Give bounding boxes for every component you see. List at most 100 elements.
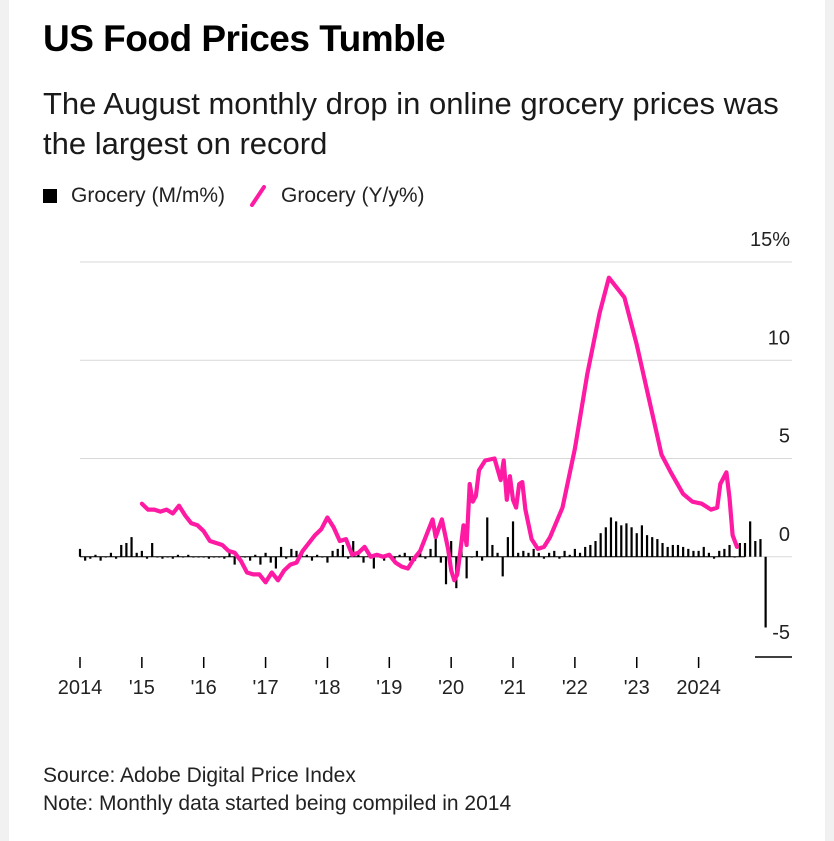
mm-bar [372,556,375,569]
mm-bar [697,550,700,557]
mm-bar [604,527,607,557]
x-tick-label: '18 [314,677,340,699]
mm-bar [517,552,520,557]
mm-bar [651,537,654,557]
mm-bar [176,554,180,557]
mm-bar [548,552,551,557]
chart-plot: 15% 10 5 0 -5 2014 '15 '16 '17 '18 '19 '20 '21 '22 '23… [58,229,792,699]
mm-bar [403,552,406,557]
mm-bar [666,546,669,557]
mm-bar [656,539,659,557]
mm-bar [723,548,726,557]
mm-bar [120,544,123,557]
mm-bar [692,550,695,557]
mm-bar [491,544,494,557]
yy-line [139,275,740,585]
mm-bar [465,556,468,579]
mm-bar [326,556,329,563]
mm-bar [78,548,82,557]
mm-bar [522,550,525,557]
mm-bar [501,556,504,577]
mm-bar [537,552,540,557]
mm-bar [712,556,716,559]
mm-bar [728,544,731,557]
x-tick-label: 2014 [58,677,103,699]
legend: Grocery (M/m%) Grocery (Y/y%) [43,184,425,208]
mm-bar [89,556,92,559]
mm-bar [759,539,762,557]
mm-bar [290,548,293,557]
mm-bar [589,544,592,557]
mm-bar [439,556,442,563]
mm-bar [573,548,576,557]
mm-bar [578,552,582,557]
mm-bar [630,527,633,557]
x-tick-label: '21 [500,677,526,699]
mm-bar [99,556,102,561]
mm-bar [615,521,618,557]
mm-bar [429,548,432,557]
mm-bar [316,554,319,557]
mm-bar [738,542,741,557]
mm-bar [130,537,133,557]
mm-bar [599,533,602,557]
mm-bar [228,552,231,557]
mm-bar [279,546,283,557]
mm-bar [568,554,571,557]
mm-bar [743,542,747,557]
mm-bar [135,552,138,557]
mm-bar [532,548,535,557]
y-tick-label: 0 [779,524,790,546]
mm-bar [362,556,365,563]
y-tick-label: 5 [779,426,790,448]
mm-bar [341,544,345,557]
mm-bar [84,556,87,561]
mm-bar [635,533,638,557]
x-tick-label: '23 [624,677,650,699]
mm-bar [625,523,628,557]
mm-bar [161,556,164,559]
x-tick-label: '15 [129,677,155,699]
chart-subtitle: The August monthly drop in online grocer… [43,86,779,161]
mm-bar [594,541,597,557]
mm-bar [352,541,355,557]
mm-bar [558,556,561,559]
legend-bar-swatch [43,189,57,203]
chart-card [9,0,825,841]
mm-bar [682,546,685,557]
mm-bar [346,556,350,559]
mm-bar [310,556,314,561]
legend-line-swatch [249,185,267,207]
mm-bar [542,556,546,559]
mm-bar [125,542,128,557]
mm-bar [285,556,288,559]
mm-bar [620,525,623,557]
x-tick-label: '17 [253,677,279,699]
mm-bar [207,556,210,559]
mm-bar [424,556,427,559]
mm-bar [671,544,674,557]
mm-bar [114,556,118,559]
mm-bar [645,535,649,557]
mm-bar [553,550,556,557]
x-tick-label: '16 [191,677,217,699]
y-tick-label: 15% [750,229,790,251]
mm-bar [259,556,262,565]
mm-bar [249,556,252,561]
mm-bar [676,544,680,557]
mm-bar [145,556,149,559]
mm-bar [419,552,422,557]
mm-bar [140,550,143,557]
mm-bar [584,546,587,557]
x-tick-label: 2024 [676,677,721,699]
mm-bar [450,541,453,557]
mm-bar [718,550,721,557]
mm-bar [661,542,664,557]
mm-bar [187,554,190,557]
y-tick-label: -5 [772,622,790,644]
mm-bar [496,552,499,557]
mm-bar [254,554,257,557]
source-note: Source: Adobe Digital Price Index [43,764,356,787]
mm-bar [94,554,97,557]
mm-bar [563,550,566,557]
